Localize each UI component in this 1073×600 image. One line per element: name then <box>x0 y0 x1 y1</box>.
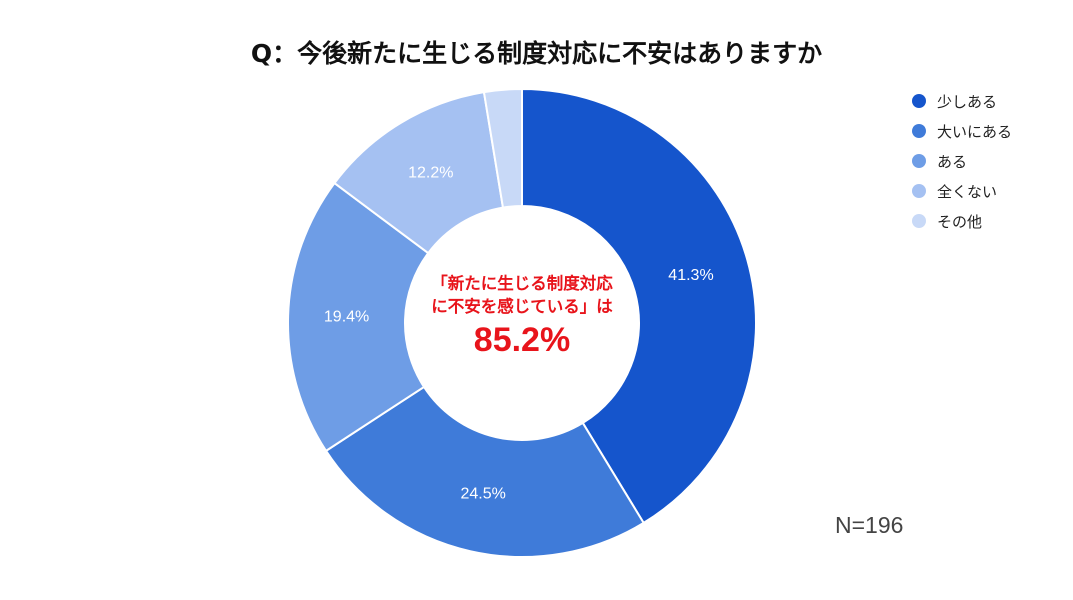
slice-1 <box>324 385 646 558</box>
center-text-line2: に不安を感じている」は <box>431 297 613 316</box>
legend-swatch-3 <box>912 184 926 198</box>
legend-label-1: 大いにある <box>937 122 1013 141</box>
legend-item-0: 少しある <box>912 86 1012 116</box>
slice-label-1: 24.5% <box>460 485 505 502</box>
legend-swatch-4 <box>912 214 926 228</box>
legend: 少しある 大いにある ある 全くない その他 <box>912 86 1012 236</box>
slice-4 <box>482 87 523 209</box>
legend-item-2: ある <box>912 146 1012 176</box>
legend-swatch-2 <box>912 154 926 168</box>
legend-label-0: 少しある <box>937 92 998 111</box>
center-text-line1: 「新たに生じる制度対応 <box>431 274 613 293</box>
chart-title: Q：今後新たに生じる制度対応に不安はありますか <box>250 39 823 68</box>
slice-3 <box>333 90 505 255</box>
slice-2 <box>287 181 430 453</box>
legend-item-1: 大いにある <box>912 116 1012 146</box>
sample-size: N=196 <box>835 512 904 538</box>
slice-label-2: 19.4% <box>324 309 369 326</box>
legend-item-3: 全くない <box>912 176 1012 206</box>
center-value: 85.2% <box>473 321 571 359</box>
slice-0 <box>521 87 757 525</box>
slice-label-0: 41.3% <box>668 267 713 284</box>
legend-label-4: その他 <box>937 212 983 231</box>
legend-item-4: その他 <box>912 206 1012 236</box>
legend-swatch-0 <box>912 94 926 108</box>
legend-label-3: 全くない <box>937 182 998 201</box>
legend-swatch-1 <box>912 124 926 138</box>
center-annotation: 「新たに生じる制度対応 に不安を感じている」は 85.2% <box>402 272 642 362</box>
slice-label-3: 12.2% <box>408 164 453 181</box>
legend-label-2: ある <box>937 152 968 171</box>
